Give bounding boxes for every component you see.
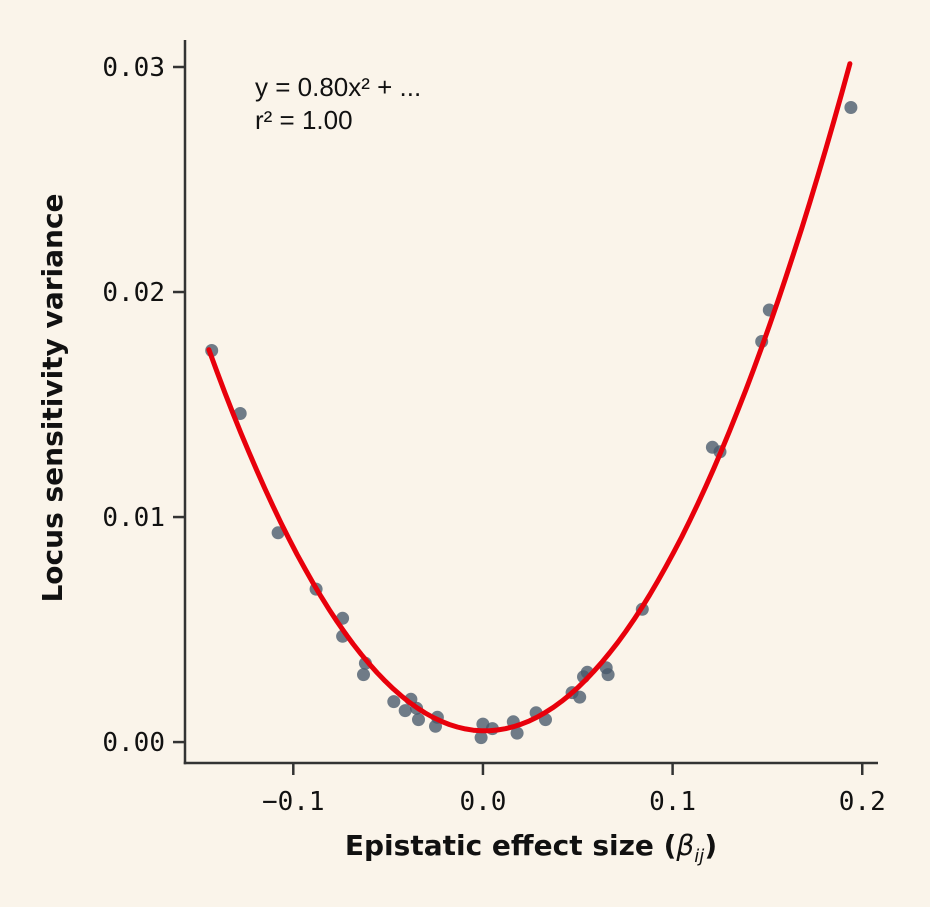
scatter-points-group (205, 101, 858, 745)
x-axis-label: Epistatic effect size (βij) (345, 829, 717, 867)
x-axis-label-prefix: Epistatic effect size ( (345, 829, 677, 862)
x-tick-label: −0.1 (262, 787, 325, 817)
beta-subscript: ij (694, 846, 704, 867)
fit-curve (206, 61, 853, 734)
fit-equation-text: y = 0.80x² + ... (255, 72, 421, 102)
data-point (429, 719, 442, 733)
x-axis-label-suffix: ) (704, 829, 717, 862)
x-axis-ticks: −0.1 0.0 0.1 0.2 (262, 763, 886, 817)
x-tick-label: 0.2 (839, 787, 886, 817)
y-tick-label: 0.03 (102, 53, 165, 83)
data-point (474, 731, 488, 745)
data-point (510, 726, 524, 740)
y-tick-label: 0.02 (102, 278, 165, 308)
x-tick-label: 0.1 (649, 787, 696, 817)
beta-symbol: β (675, 829, 694, 862)
y-axis-label: Locus sensitivity variance (36, 193, 69, 602)
x-tick-label: 0.0 (459, 787, 506, 817)
data-point (398, 704, 412, 718)
data-point (844, 101, 858, 114)
data-point (357, 668, 370, 682)
y-tick-label: 0.00 (102, 728, 165, 758)
data-point (271, 526, 285, 540)
data-point (412, 713, 425, 727)
data-point (387, 695, 401, 709)
data-point (573, 690, 587, 704)
r-squared-text: r² = 1.00 (255, 105, 353, 135)
y-tick-label: 0.01 (102, 503, 165, 533)
y-axis-ticks: 0.00 0.01 0.02 0.03 (102, 53, 185, 758)
fit-curve-group (206, 61, 853, 734)
data-point (601, 668, 615, 682)
